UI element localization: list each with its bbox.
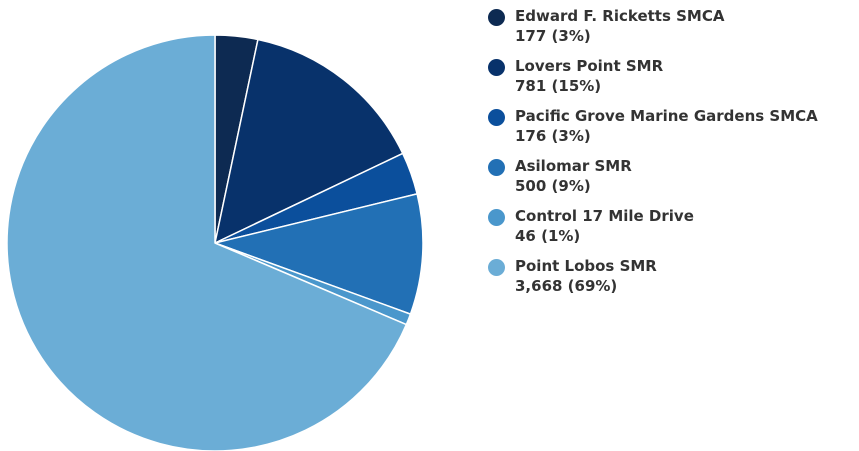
legend-swatch	[488, 259, 505, 276]
legend-item[interactable]: Edward F. Ricketts SMCA 177 (3%)	[488, 6, 859, 56]
legend-item[interactable]: Control 17 Mile Drive 46 (1%)	[488, 206, 859, 256]
legend-swatch	[488, 59, 505, 76]
legend: Edward F. Ricketts SMCA 177 (3%) Lovers Po…	[488, 6, 859, 306]
legend-label: Lovers Point SMR	[515, 57, 664, 75]
legend-item[interactable]: Pacific Grove Marine Gardens SMCA 176 (3%…	[488, 106, 859, 156]
legend-item[interactable]: Asilomar SMR 500 (9%)	[488, 156, 859, 206]
legend-value: 177 (3%)	[515, 27, 591, 45]
pie-chart	[6, 34, 424, 451]
legend-item[interactable]: Lovers Point SMR 781 (15%)	[488, 56, 859, 106]
legend-value: 3,668 (69%)	[515, 277, 618, 295]
legend-label: Asilomar SMR	[515, 157, 632, 175]
legend-item[interactable]: Point Lobos SMR 3,668 (69%)	[488, 256, 859, 306]
pie-slice[interactable]	[214, 38, 404, 244]
legend-value: 781 (15%)	[515, 77, 602, 95]
legend-label: Edward F. Ricketts SMCA	[515, 7, 725, 25]
legend-swatch	[488, 9, 505, 26]
legend-label: Pacific Grove Marine Gardens SMCA	[515, 107, 818, 125]
pie-slice[interactable]	[6, 34, 408, 451]
legend-swatch	[488, 209, 505, 226]
legend-value: 176 (3%)	[515, 127, 591, 145]
legend-swatch	[488, 109, 505, 126]
legend-label: Point Lobos SMR	[515, 257, 657, 275]
legend-swatch	[488, 159, 505, 176]
legend-value: 46 (1%)	[515, 227, 581, 245]
pie-slice[interactable]	[214, 193, 424, 315]
legend-value: 500 (9%)	[515, 177, 591, 195]
legend-label: Control 17 Mile Drive	[515, 207, 694, 225]
